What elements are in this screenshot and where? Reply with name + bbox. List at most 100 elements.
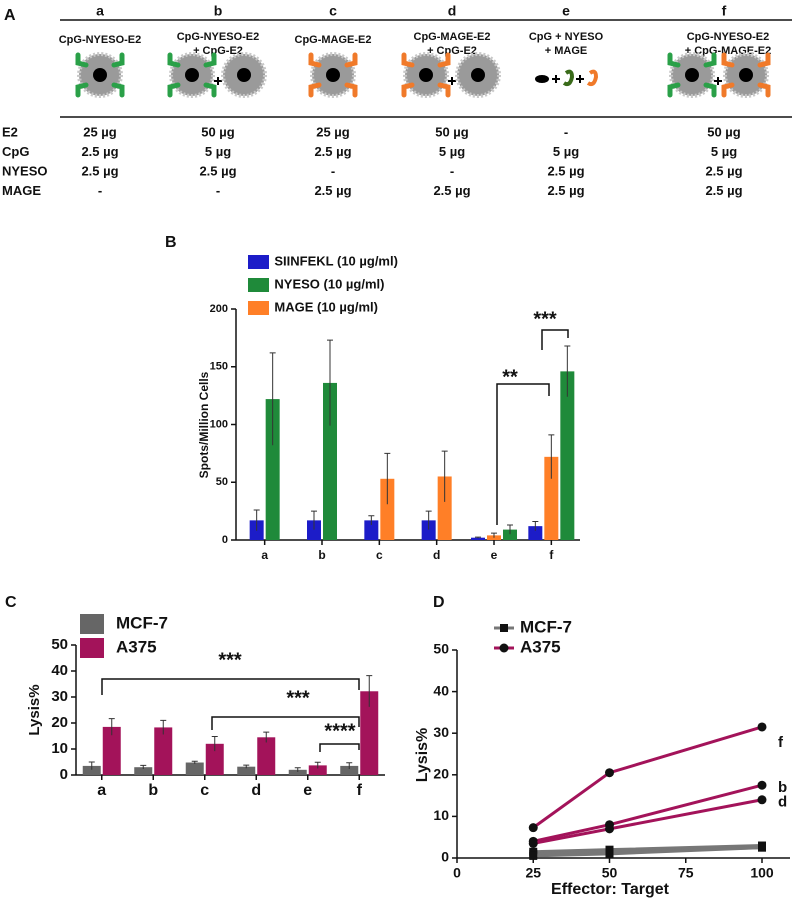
table-cell: 2.5 µg — [199, 163, 236, 178]
data-point — [605, 824, 614, 834]
plus — [552, 75, 560, 83]
error-bar — [253, 509, 260, 531]
column-label: b — [214, 3, 223, 19]
bar — [154, 727, 173, 775]
y-tick-label: 100 — [210, 418, 228, 430]
error-bar — [346, 762, 353, 770]
significance-label: ** — [502, 366, 518, 388]
significance-bracket — [211, 716, 360, 730]
legend-label: MCF-7 — [116, 613, 168, 632]
antigen-arm — [401, 52, 415, 68]
antigen-arm — [203, 52, 217, 68]
x-tick-label: 100 — [750, 865, 774, 881]
particle-core — [685, 68, 699, 82]
bar — [308, 765, 327, 775]
nyeso-peptide — [562, 69, 575, 87]
bar — [237, 766, 256, 775]
y-axis-label: Spots/Million Cells — [197, 371, 211, 478]
x-tick-label: a — [97, 782, 106, 799]
legend-label: NYESO (10 µg/ml) — [274, 276, 384, 291]
mage-peptide — [586, 69, 599, 87]
y-tick-label: 50 — [216, 476, 228, 488]
construct-label: CpG-NYESO-E2 — [687, 31, 770, 43]
data-point — [500, 624, 508, 632]
fit-line — [532, 798, 763, 845]
y-tick-label: 20 — [51, 714, 68, 731]
error-bar — [425, 510, 432, 530]
antigen-arm — [721, 82, 735, 98]
bar — [471, 537, 485, 540]
antigen-arm — [757, 82, 771, 98]
y-tick-label: 150 — [210, 361, 228, 373]
x-tick-label: e — [303, 782, 312, 799]
legend-label: SIINFEKL (10 µg/ml) — [274, 253, 398, 268]
significance-bracket — [541, 329, 569, 350]
bar — [544, 456, 559, 540]
bar — [257, 737, 276, 775]
x-tick-label: 0 — [453, 865, 461, 881]
bar — [323, 382, 337, 540]
table-cell: 25 µg — [316, 124, 350, 139]
plus — [214, 77, 222, 85]
antigen-arm — [111, 52, 125, 68]
error-bar — [263, 731, 270, 743]
antigen-arm — [667, 52, 681, 68]
x-tick-label: c — [376, 548, 383, 562]
x-tick-label: b — [148, 782, 158, 799]
y-tick-label: 0 — [441, 849, 449, 865]
table-cell: 2.5 µg — [705, 163, 742, 178]
antigen-arm — [703, 82, 717, 98]
x-tick-label: d — [251, 782, 261, 799]
bar — [360, 691, 379, 775]
antigen-arm — [401, 82, 415, 98]
particle-core — [326, 68, 340, 82]
bar — [503, 529, 517, 540]
legend-label: MAGE (10 µg/ml) — [274, 299, 378, 314]
error-bar — [269, 352, 276, 446]
significance-label: *** — [218, 649, 242, 671]
bar — [134, 767, 153, 775]
x-tick-label: 50 — [602, 865, 618, 881]
table-cell: 5 µg — [205, 144, 231, 159]
table-cell: - — [98, 183, 102, 198]
error-bar — [532, 521, 539, 531]
error-bar — [311, 510, 317, 530]
table-cell: 25 µg — [83, 124, 117, 139]
x-tick-label: a — [261, 548, 268, 562]
particle-core — [237, 68, 251, 82]
x-tick-label: c — [200, 782, 209, 799]
data-point — [499, 643, 509, 653]
construct-label: CpG-NYESO-E2 — [177, 31, 260, 43]
antigen-arm — [757, 52, 771, 68]
fit-line — [532, 725, 763, 829]
legend-label: A375 — [116, 637, 157, 656]
antigen-arm — [167, 52, 181, 68]
table-cell: 50 µg — [201, 124, 235, 139]
bar — [82, 765, 101, 775]
table-cell: 5 µg — [711, 144, 737, 159]
antigen-arm — [667, 82, 681, 98]
bar — [205, 743, 224, 775]
column-label: a — [96, 3, 104, 19]
antigen-arm — [344, 82, 358, 98]
y-tick-label: 200 — [210, 303, 228, 315]
nanoparticle — [75, 52, 125, 98]
row-label: MAGE — [2, 183, 41, 198]
error-bar — [191, 760, 198, 764]
table-cell: - — [564, 124, 568, 139]
construct-label: + CpG-E2 — [193, 45, 243, 57]
y-axis-label: Lysis% — [26, 684, 43, 735]
panel-label: C — [5, 594, 17, 611]
table-cell: 2.5 µg — [547, 183, 584, 198]
antigen-arm — [167, 82, 181, 98]
antigen-arm — [75, 82, 89, 98]
construct-label: CpG + NYESO — [529, 31, 604, 43]
nanoparticle — [167, 52, 217, 98]
error-bar — [507, 524, 513, 535]
particle-core — [419, 68, 433, 82]
antigen-arm — [437, 52, 451, 68]
table-cell: - — [216, 183, 220, 198]
nanoparticle — [308, 52, 358, 98]
panel-label: B — [165, 234, 177, 251]
